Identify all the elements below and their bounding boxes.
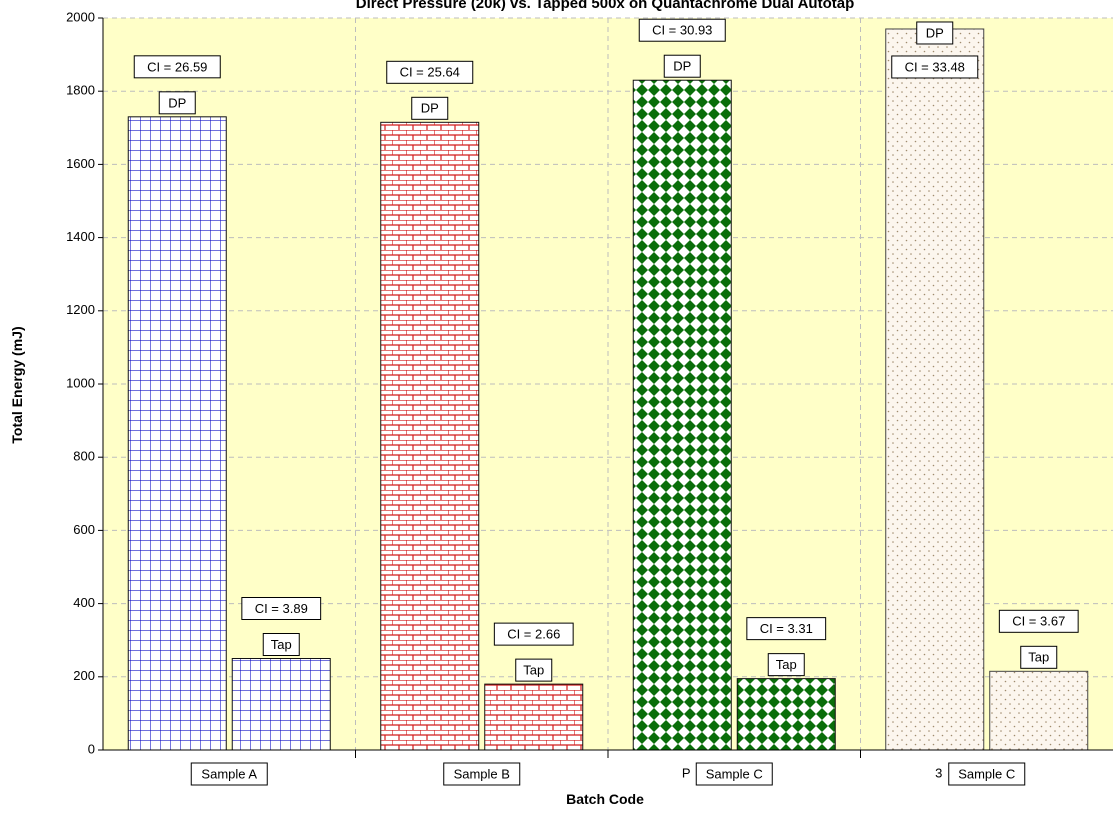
x-tick-label-text: Sample C: [706, 766, 763, 781]
ci-annotation-text: CI = 3.31: [760, 621, 813, 636]
bar-name-label-text: DP: [168, 95, 186, 110]
bar-name-label: Tap: [767, 653, 805, 677]
bar-name-label-box: [262, 633, 300, 656]
y-tick-label: 2000: [66, 9, 95, 24]
ci-annotation: CI = 3.67: [998, 609, 1079, 633]
y-tick-label: 200: [73, 668, 95, 683]
ci-annotation-box: [998, 609, 1079, 633]
ci-annotation: CI = 2.66: [493, 622, 574, 646]
bar-name-label: DP: [916, 21, 954, 45]
x-tick-label: Sample C: [695, 762, 773, 786]
ci-annotation: CI = 25.64: [386, 60, 474, 84]
ci-annotation: CI = 30.93: [638, 18, 726, 42]
x-tick-label: Sample A: [190, 762, 268, 786]
ci-annotation-box: [638, 18, 726, 42]
ci-annotation-box: [386, 60, 474, 84]
bar: [885, 28, 985, 751]
y-tick-label: 400: [73, 595, 95, 610]
bar-name-label-text: Tap: [776, 657, 797, 672]
y-tick-label: 1400: [66, 229, 95, 244]
bar-name-label: DP: [158, 91, 196, 115]
bar-name-label-text: DP: [421, 101, 439, 116]
x-tick-label: Sample C: [948, 762, 1026, 786]
y-tick-label: 1000: [66, 375, 95, 390]
chart-title: Direct Pressure (20k) vs. Tapped 500x on…: [356, 0, 854, 12]
y-tick-label: 1200: [66, 302, 95, 317]
bar-name-label: Tap: [515, 658, 553, 682]
bar-name-label-text: Tap: [1028, 650, 1049, 665]
x-axis-title: Batch Code: [566, 791, 644, 807]
bar: [736, 678, 836, 751]
x-tick-label-text: Sample A: [201, 766, 257, 781]
ci-annotation: CI = 3.89: [241, 597, 322, 620]
ci-annotation: CI = 3.31: [746, 617, 827, 641]
bar-name-label-box: [663, 54, 701, 78]
x-tick-label-fragment: 3: [935, 765, 942, 780]
ci-annotation: CI = 26.59: [133, 55, 221, 79]
x-tick-label-box: [695, 762, 773, 786]
x-tick-label: Sample B: [443, 762, 521, 786]
ci-annotation-box: [891, 55, 979, 79]
x-tick-label-box: [948, 762, 1026, 786]
bar-name-label-text: DP: [926, 25, 944, 40]
bar-name-label: DP: [663, 54, 701, 78]
bar: [380, 121, 480, 751]
bar-name-label-box: [916, 21, 954, 45]
bar: [127, 116, 227, 751]
ci-annotation-text: CI = 3.89: [255, 601, 308, 616]
bar: [989, 670, 1089, 751]
x-tick-label-text: Sample C: [958, 766, 1015, 781]
ci-annotation-text: CI = 33.48: [905, 59, 965, 74]
y-tick-label: 1800: [66, 83, 95, 98]
bar-name-label-text: DP: [673, 59, 691, 74]
ci-annotation-text: CI = 2.66: [507, 627, 560, 642]
bar-name-label: Tap: [1020, 645, 1058, 669]
bar: [632, 79, 732, 751]
x-tick-label-box: [443, 762, 521, 786]
bar-name-label: Tap: [262, 633, 300, 656]
ci-annotation-box: [133, 55, 221, 79]
ci-annotation-text: CI = 26.59: [147, 59, 207, 74]
ci-annotation-text: CI = 25.64: [400, 65, 460, 80]
x-tick-label-fragment: P: [682, 765, 691, 780]
x-tick-label-text: Sample B: [454, 766, 510, 781]
y-tick-label: 1600: [66, 156, 95, 171]
bar-name-label-box: [411, 96, 449, 120]
ci-annotation-box: [493, 622, 574, 646]
bar-name-label-box: [767, 653, 805, 677]
bar-name-label-box: [158, 91, 196, 115]
bar-name-label-box: [1020, 645, 1058, 669]
bar: [484, 683, 584, 751]
bar: [231, 658, 331, 751]
ci-annotation: CI = 33.48: [891, 55, 979, 79]
bar-name-label-box: [515, 658, 553, 682]
ci-annotation-text: CI = 3.67: [1012, 614, 1065, 629]
bar-name-label-text: Tap: [523, 663, 544, 678]
ci-annotation-box: [241, 597, 322, 620]
bar-name-label: DP: [411, 96, 449, 120]
ci-annotation-text: CI = 30.93: [652, 23, 712, 38]
y-tick-label: 0: [88, 741, 95, 756]
y-tick-label: 800: [73, 449, 95, 464]
ci-annotation-box: [746, 617, 827, 641]
x-tick-label-box: [190, 762, 268, 786]
bar-name-label-text: Tap: [271, 637, 292, 652]
y-tick-label: 600: [73, 522, 95, 537]
y-axis-title: Total Energy (mJ): [9, 326, 25, 443]
